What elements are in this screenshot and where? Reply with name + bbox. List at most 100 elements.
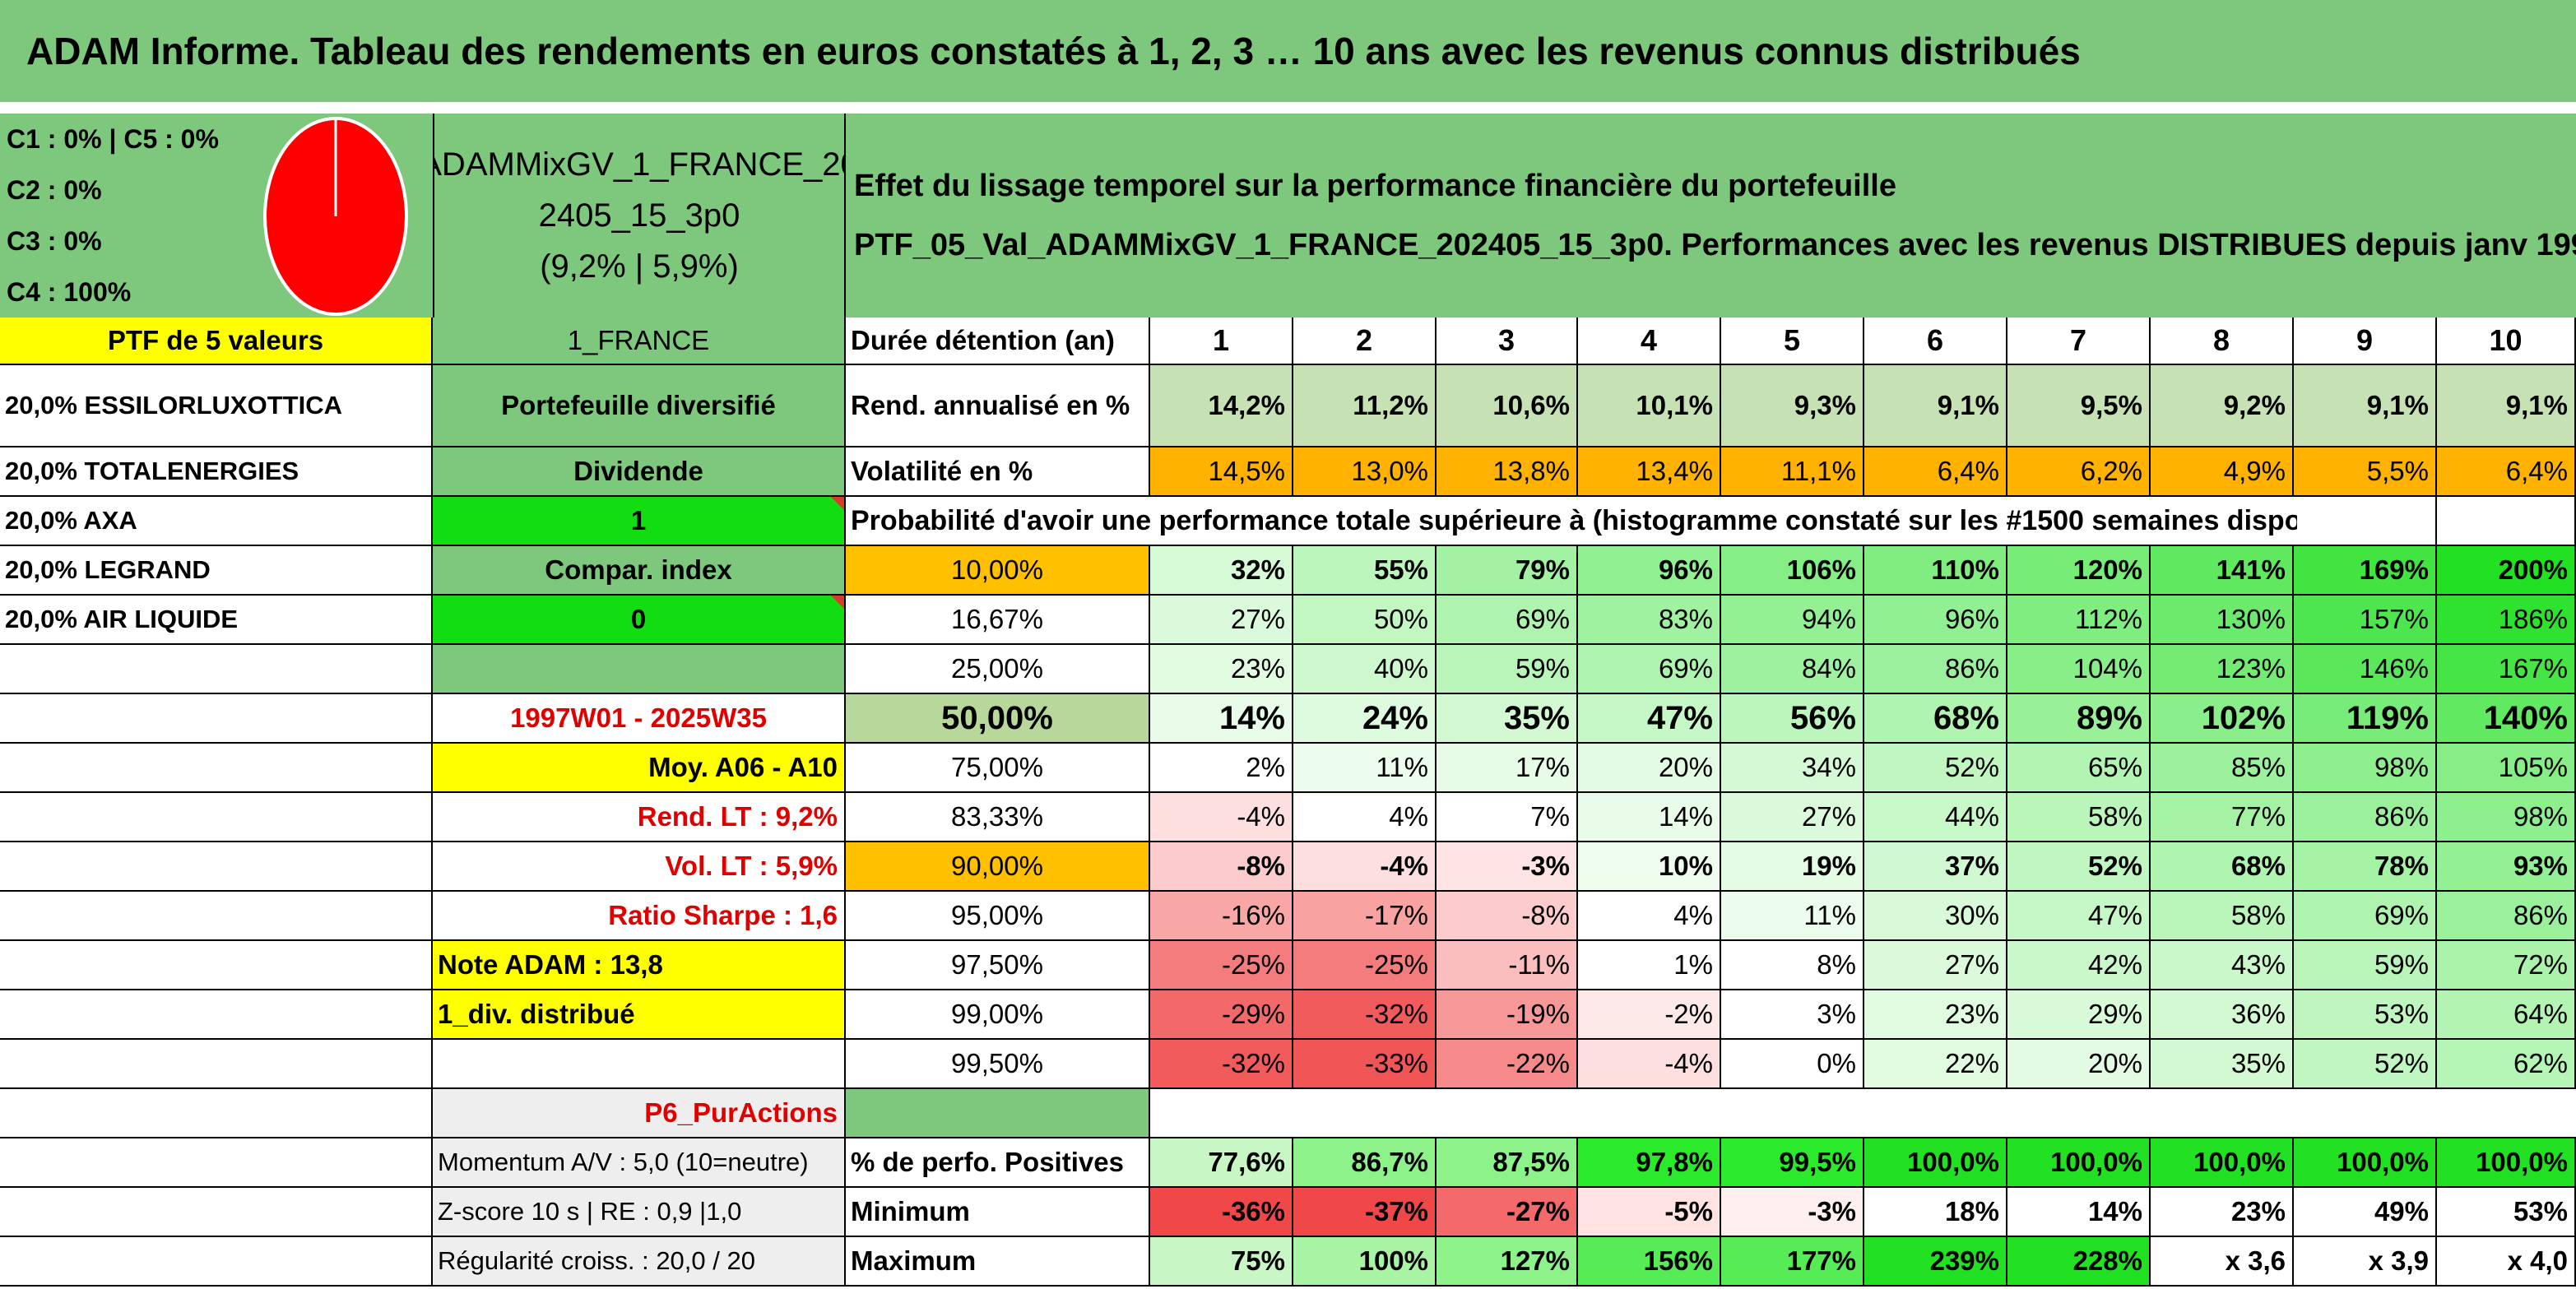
probability-caption: Probabilité d'avoir une performance tota… [846, 497, 2297, 546]
quantile-value: 50% [1293, 596, 1437, 645]
quantile-value: -4% [1150, 793, 1293, 842]
quantile-value: 23% [1864, 990, 2007, 1040]
portfolio-name-line: ADAMMixGV_1_FRANCE_20 [433, 146, 846, 183]
left-blank-cell [0, 941, 433, 990]
quantile-value: 65% [2007, 744, 2151, 793]
quantile-value: -11% [1437, 941, 1578, 990]
quantile-value: 14% [1578, 793, 1721, 842]
left-blank-cell [0, 990, 433, 1040]
probability-level: 83,33% [846, 793, 1150, 842]
quantile-value: 98% [2437, 793, 2576, 842]
quantile-value: 79% [1437, 546, 1578, 596]
minimum-value: 14% [2007, 1188, 2151, 1237]
vol-value: 14,5% [1150, 447, 1293, 497]
quantile-value: -16% [1150, 892, 1293, 941]
compar-index-value: 0 [433, 596, 846, 645]
rend-value: 9,5% [2007, 365, 2151, 447]
vol-lt-label: Vol. LT : 5,9% [433, 842, 846, 892]
quantile-value: 35% [1437, 694, 1578, 744]
quantile-value: 53% [2294, 990, 2437, 1040]
vol-value: 13,0% [1293, 447, 1437, 497]
quantile-value: 72% [2437, 941, 2576, 990]
minimum-value: -5% [1578, 1188, 1721, 1237]
region-label: 1_FRANCE [433, 318, 846, 365]
quantile-value: 27% [1721, 793, 1864, 842]
quantile-value: 19% [1721, 842, 1864, 892]
quantile-value: 98% [2294, 744, 2437, 793]
left-blank-cell [0, 1237, 433, 1287]
maximum-label: Maximum [846, 1237, 1150, 1287]
quantile-value: 11% [1293, 744, 1437, 793]
quantile-value: -4% [1578, 1040, 1721, 1089]
minimum-label: Minimum [846, 1188, 1150, 1237]
portfolio-name-line: 2405_15_3p0 [538, 197, 740, 234]
probability-level: 95,00% [846, 892, 1150, 941]
quantile-value: 96% [1578, 546, 1721, 596]
year-header: 4 [1578, 318, 1721, 365]
quantile-value: 30% [1864, 892, 2007, 941]
duration-label: Durée détention (an) [846, 318, 1150, 365]
minimum-value: -36% [1150, 1188, 1293, 1237]
empty-cell [2437, 497, 2576, 546]
quantile-value: 58% [2151, 892, 2294, 941]
quantile-value: 86% [1864, 645, 2007, 694]
compar-index-label: Compar. index [433, 546, 846, 596]
empty-cell [2294, 497, 2437, 546]
page-title: ADAM Informe. Tableau des rendements en … [0, 0, 2576, 102]
maximum-value: x 3,6 [2151, 1237, 2294, 1287]
quantile-value: -8% [1150, 842, 1293, 892]
rend-value: 11,2% [1293, 365, 1437, 447]
quantile-value: 4% [1293, 793, 1437, 842]
allocation-line: C2 : 0% [7, 175, 102, 205]
quantile-value: 140% [2437, 694, 2576, 744]
maximum-value: 75% [1150, 1237, 1293, 1287]
rend-label: Rend. annualisé en % [846, 365, 1150, 447]
holding-row: 20,0% TOTALENERGIES [0, 447, 433, 497]
note-adam-label: Note ADAM : 13,8 [433, 941, 846, 990]
rend-value: 9,2% [2151, 365, 2294, 447]
year-header: 10 [2437, 318, 2576, 365]
maximum-value: 239% [1864, 1237, 2007, 1287]
year-header: 7 [2007, 318, 2151, 365]
info-empty-cell [433, 1040, 846, 1089]
minimum-value: 53% [2437, 1188, 2576, 1237]
quantile-value: 1% [1578, 941, 1721, 990]
positive-value: 86,7% [1293, 1138, 1437, 1188]
effect-description: Effet du lissage temporel sur la perform… [846, 114, 2576, 318]
quantile-value: -17% [1293, 892, 1437, 941]
quantile-value: 89% [2007, 694, 2151, 744]
quantile-value: 96% [1864, 596, 2007, 645]
quantile-value: 94% [1721, 596, 1864, 645]
quantile-value: 35% [2151, 1040, 2294, 1089]
positive-label: % de perfo. Positives [846, 1138, 1150, 1188]
left-blank-cell [0, 793, 433, 842]
quantile-value: -29% [1150, 990, 1293, 1040]
quantile-value: -4% [1293, 842, 1437, 892]
year-header: 2 [1293, 318, 1437, 365]
holding-row: 20,0% AIR LIQUIDE [0, 596, 433, 645]
rend-value: 9,1% [1864, 365, 2007, 447]
quantile-value: 84% [1721, 645, 1864, 694]
left-blank-cell [0, 1040, 433, 1089]
quantile-value: 56% [1721, 694, 1864, 744]
quantile-value: 36% [2151, 990, 2294, 1040]
maximum-value: 177% [1721, 1237, 1864, 1287]
quantile-value: 58% [2007, 793, 2151, 842]
quantile-value: -33% [1293, 1040, 1437, 1089]
left-blank-cell [0, 842, 433, 892]
quantile-value: -3% [1437, 842, 1578, 892]
quantile-value: 69% [1437, 596, 1578, 645]
quantile-value: -8% [1437, 892, 1578, 941]
probability-level: 10,00% [846, 546, 1150, 596]
quantile-value: 120% [2007, 546, 2151, 596]
maximum-value: x 3,9 [2294, 1237, 2437, 1287]
dividende-label: Dividende [433, 447, 846, 497]
vol-value: 6,4% [1864, 447, 2007, 497]
positive-value: 97,8% [1578, 1138, 1721, 1188]
year-header: 1 [1150, 318, 1293, 365]
portfolio-name: ADAMMixGV_1_FRANCE_20 2405_15_3p0 (9,2% … [433, 114, 846, 318]
info-empty-cell [433, 645, 846, 694]
quantile-value: 40% [1293, 645, 1437, 694]
quantile-value: 83% [1578, 596, 1721, 645]
quantile-value: 52% [2007, 842, 2151, 892]
